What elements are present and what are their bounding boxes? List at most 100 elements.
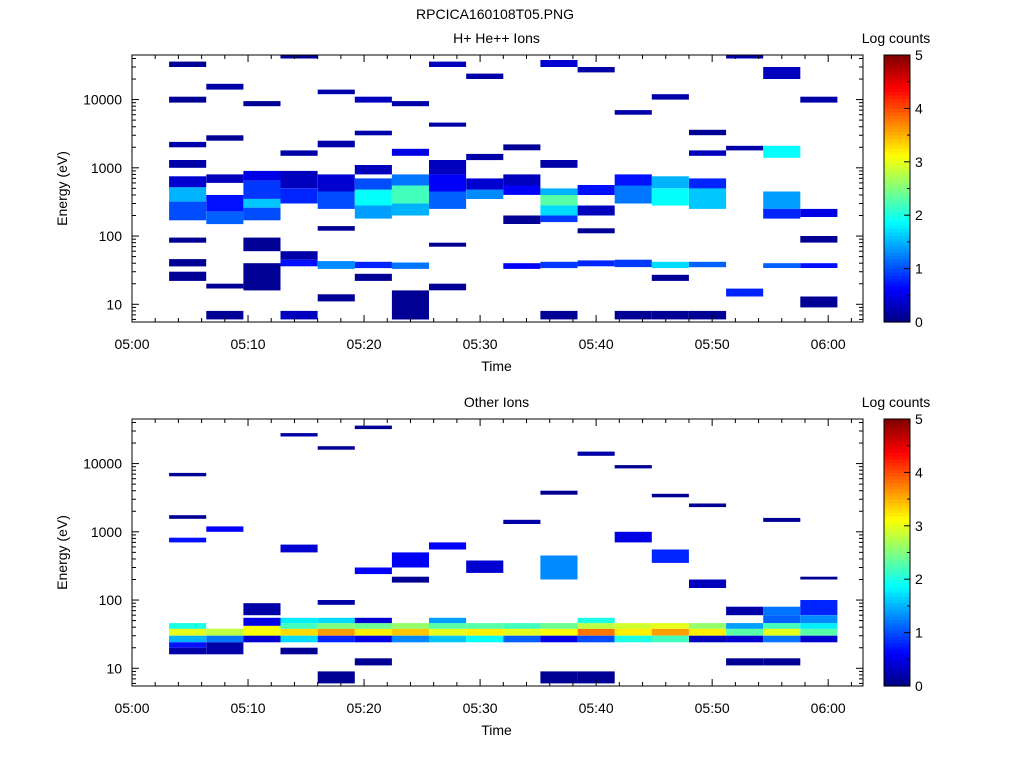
heatmap-cell bbox=[763, 517, 801, 522]
heatmap-cell bbox=[169, 472, 207, 477]
colorbar-swatch bbox=[884, 195, 910, 200]
colorbar-swatch bbox=[884, 161, 910, 166]
heatmap-cell bbox=[800, 296, 838, 308]
heatmap-cell bbox=[317, 294, 355, 302]
colorbar-tick-label: 4 bbox=[915, 100, 923, 116]
y-axis-label: Energy (eV) bbox=[54, 515, 70, 590]
heatmap-cell bbox=[280, 170, 318, 189]
colorbar-swatch bbox=[884, 108, 910, 113]
heatmap-cell bbox=[169, 176, 207, 188]
colorbar-swatch bbox=[884, 462, 910, 467]
colorbar-swatch bbox=[884, 442, 910, 447]
heatmap-cell bbox=[169, 141, 207, 148]
colorbar-swatch bbox=[884, 502, 910, 507]
colorbar-swatch bbox=[884, 221, 910, 226]
heatmap-cell bbox=[651, 310, 689, 320]
colorbar-swatch bbox=[884, 422, 910, 427]
heatmap-cell bbox=[354, 261, 392, 269]
colorbar-swatch bbox=[884, 285, 910, 290]
colorbar-swatch bbox=[884, 68, 910, 73]
x-tick-label: 05:20 bbox=[347, 336, 382, 352]
colorbar-swatch bbox=[884, 522, 910, 527]
colorbar-swatch bbox=[884, 118, 910, 123]
heatmap-cell bbox=[280, 150, 318, 156]
heatmap-cell bbox=[763, 628, 801, 636]
colorbar-swatch bbox=[884, 81, 910, 86]
colorbar-swatch bbox=[884, 275, 910, 280]
x-axis-label: Time bbox=[481, 358, 512, 374]
x-tick-label: 05:30 bbox=[463, 336, 498, 352]
colorbar-swatch bbox=[884, 529, 910, 534]
y-tick-label: 1000 bbox=[91, 524, 122, 540]
colorbar-swatch bbox=[884, 305, 910, 310]
heatmap-cell bbox=[577, 228, 615, 234]
heatmap-cell bbox=[206, 174, 244, 183]
heatmap-cell bbox=[354, 623, 392, 629]
heatmap-cell bbox=[726, 55, 764, 59]
heatmap-cell bbox=[391, 290, 429, 320]
x-tick-label: 05:50 bbox=[695, 336, 730, 352]
colorbar-swatch bbox=[884, 151, 910, 156]
colorbar-swatch bbox=[884, 245, 910, 250]
y-tick-label: 100 bbox=[99, 228, 123, 244]
colorbar-swatch bbox=[884, 175, 910, 180]
heatmap-cell bbox=[206, 283, 244, 289]
colorbar-tick-label: 5 bbox=[915, 47, 923, 63]
heatmap-cell bbox=[577, 185, 615, 195]
heatmap-cell bbox=[317, 617, 355, 624]
colorbar-swatch bbox=[884, 555, 910, 560]
heatmap-cell bbox=[651, 94, 689, 100]
y-tick-label: 10000 bbox=[83, 456, 122, 472]
y-axis-label: Energy (eV) bbox=[54, 151, 70, 226]
colorbar-swatch bbox=[884, 251, 910, 256]
heatmap-cell bbox=[577, 671, 615, 684]
heatmap-cell bbox=[243, 180, 281, 199]
x-tick-label: 05:40 bbox=[579, 336, 614, 352]
heatmap-cell bbox=[763, 606, 801, 616]
heatmap-cell bbox=[429, 160, 467, 175]
colorbar-tick-label: 0 bbox=[915, 678, 923, 694]
heatmap-cell bbox=[280, 259, 318, 267]
colorbar-swatch bbox=[884, 649, 910, 654]
heatmap-cell bbox=[651, 549, 689, 563]
colorbar-swatch bbox=[884, 539, 910, 544]
heatmap-cell bbox=[280, 647, 318, 655]
heatmap-cell bbox=[540, 623, 578, 629]
heatmap-cell bbox=[317, 174, 355, 192]
colorbar-swatch bbox=[884, 489, 910, 494]
heatmap-cell bbox=[800, 628, 838, 636]
heatmap-cell bbox=[206, 526, 244, 532]
colorbar-swatch bbox=[884, 592, 910, 597]
colorbar-swatch bbox=[884, 265, 910, 270]
y-tick-label: 1000 bbox=[91, 160, 122, 176]
colorbar-swatch bbox=[884, 155, 910, 160]
colorbar-swatch bbox=[884, 535, 910, 540]
heatmap-cell bbox=[429, 242, 467, 247]
colorbar-swatch bbox=[884, 65, 910, 69]
colorbar-swatch bbox=[884, 98, 910, 103]
heatmap-cell bbox=[466, 635, 504, 643]
heatmap-cell bbox=[651, 628, 689, 636]
heatmap-cell bbox=[503, 628, 541, 636]
x-tick-label: 06:00 bbox=[811, 336, 846, 352]
heatmap-cell bbox=[317, 226, 355, 231]
colorbar-swatch bbox=[884, 228, 910, 233]
x-tick-label: 05:30 bbox=[463, 700, 498, 716]
heatmap-cell bbox=[763, 208, 801, 219]
heatmap-cell bbox=[169, 628, 207, 636]
colorbar-swatch bbox=[884, 652, 910, 657]
heatmap-cell bbox=[243, 263, 281, 291]
heatmap-cell bbox=[540, 635, 578, 643]
colorbar-swatch bbox=[884, 472, 910, 477]
heatmap-cell bbox=[354, 178, 392, 190]
heatmap-cell bbox=[206, 310, 244, 320]
heatmap-cell bbox=[391, 203, 429, 216]
heatmap-cell bbox=[689, 579, 727, 588]
colorbar-swatch bbox=[884, 191, 910, 196]
colorbar-swatch bbox=[884, 215, 910, 220]
heatmap-cell bbox=[243, 603, 281, 616]
heatmap-cell bbox=[689, 310, 727, 320]
colorbar-swatch bbox=[884, 138, 910, 143]
colorbar-swatch bbox=[884, 425, 910, 430]
